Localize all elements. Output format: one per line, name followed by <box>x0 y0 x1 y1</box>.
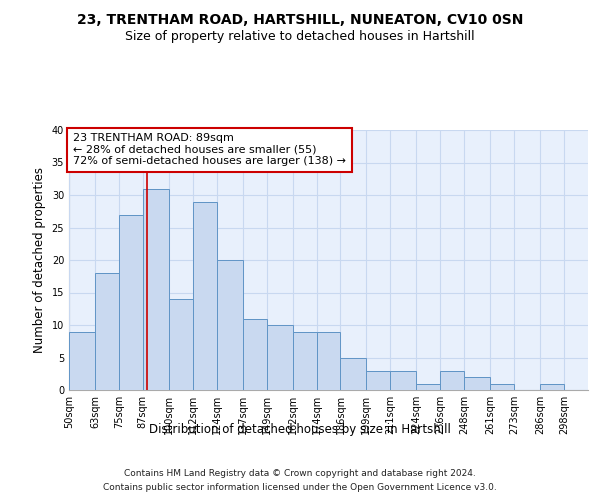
Bar <box>119 214 143 390</box>
Bar <box>391 370 416 390</box>
Bar <box>490 384 514 390</box>
Text: 23 TRENTHAM ROAD: 89sqm
← 28% of detached houses are smaller (55)
72% of semi-de: 23 TRENTHAM ROAD: 89sqm ← 28% of detache… <box>73 133 346 166</box>
Bar <box>540 384 564 390</box>
Bar <box>317 332 340 390</box>
Bar <box>367 370 391 390</box>
Bar <box>440 370 464 390</box>
Bar <box>69 332 95 390</box>
Bar <box>293 332 317 390</box>
Text: Contains HM Land Registry data © Crown copyright and database right 2024.: Contains HM Land Registry data © Crown c… <box>124 469 476 478</box>
Text: Contains public sector information licensed under the Open Government Licence v3: Contains public sector information licen… <box>103 482 497 492</box>
Bar <box>266 325 293 390</box>
Bar <box>266 325 293 390</box>
Bar <box>242 318 266 390</box>
Bar <box>490 384 514 390</box>
Bar <box>143 188 169 390</box>
Bar <box>242 318 266 390</box>
Text: 23, TRENTHAM ROAD, HARTSHILL, NUNEATON, CV10 0SN: 23, TRENTHAM ROAD, HARTSHILL, NUNEATON, … <box>77 12 523 26</box>
Bar <box>95 273 119 390</box>
Bar <box>217 260 242 390</box>
Bar <box>416 384 440 390</box>
Bar <box>540 384 564 390</box>
Bar <box>340 358 367 390</box>
Bar <box>367 370 391 390</box>
Bar <box>119 214 143 390</box>
Bar <box>340 358 367 390</box>
Bar <box>143 188 169 390</box>
Text: Size of property relative to detached houses in Hartshill: Size of property relative to detached ho… <box>125 30 475 43</box>
Bar <box>193 202 217 390</box>
Bar <box>293 332 317 390</box>
Bar <box>217 260 242 390</box>
Bar <box>169 299 193 390</box>
Bar <box>391 370 416 390</box>
Text: Distribution of detached houses by size in Hartshill: Distribution of detached houses by size … <box>149 422 451 436</box>
Bar <box>169 299 193 390</box>
Bar <box>69 332 95 390</box>
Y-axis label: Number of detached properties: Number of detached properties <box>33 167 46 353</box>
Bar <box>416 384 440 390</box>
Bar <box>464 377 490 390</box>
Bar <box>440 370 464 390</box>
Bar <box>95 273 119 390</box>
Bar <box>193 202 217 390</box>
Bar <box>464 377 490 390</box>
Bar <box>317 332 340 390</box>
